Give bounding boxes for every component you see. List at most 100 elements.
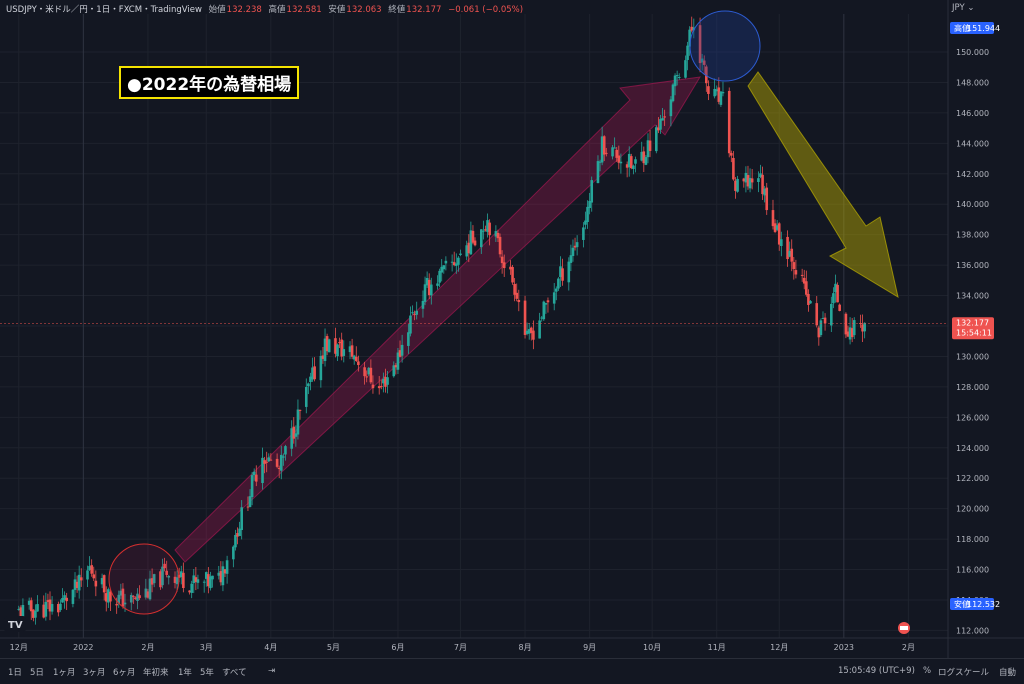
candle-body [152,574,156,584]
candle-body [763,188,766,196]
candle-body [482,230,485,232]
candle-body [486,220,489,232]
candle-body [684,60,687,78]
candle-body [500,256,504,264]
candle-body [325,336,329,352]
candle-body [194,577,198,582]
candle-body [392,365,396,377]
range-5y[interactable]: 5年 [200,668,214,678]
candle-body [786,236,789,260]
candle-body [100,578,104,585]
candle-body [844,313,848,335]
candle-body [542,301,546,320]
candle-body [582,227,585,240]
range-6m[interactable]: 6ヶ月 [113,668,136,678]
y-tick-label: 130.000 [956,352,989,361]
candle-body [557,278,560,289]
candle-body [236,533,239,537]
candle-body [46,600,50,602]
candle-body [765,187,769,211]
candle-body [238,528,241,537]
range-5d[interactable]: 5日 [30,668,44,678]
bottom-toolbar: 1日 5日 1ヶ月 3ヶ月 6ヶ月 年初来 1年 5年 すべて ⇥ 15:05:… [0,658,1024,684]
candle-body [421,300,425,309]
candle-body [817,327,821,338]
candle-body [773,223,777,232]
candle-body [852,320,856,336]
date-range-icon[interactable]: ⇥ [268,666,276,676]
candle-body [327,339,331,353]
candle-body [234,534,237,548]
y-tick-label: 138.000 [956,231,989,240]
range-1d[interactable]: 1日 [8,668,22,678]
candle-body [296,409,300,435]
annotation-title: ●2022年の為替相場 [119,66,300,99]
x-tick-label: 6月 [391,643,404,652]
clock-time[interactable]: 15:05:49 (UTC+9) [838,666,915,676]
event-flag-icon[interactable] [898,622,910,634]
candle-body [413,314,416,316]
y-tick-label: 140.000 [956,200,989,209]
candle-body [357,361,360,366]
candle-body [319,355,323,381]
range-1y[interactable]: 1年 [178,668,192,678]
candle-body [861,324,864,332]
candle-body [386,377,389,385]
candle-body [598,161,602,163]
y-tick-label: 146.000 [956,109,989,118]
low-badge-label: 安値 [954,599,970,609]
range-1m[interactable]: 1ヶ月 [53,668,76,678]
candle-body [163,563,166,569]
tradingview-logo[interactable]: TV [4,616,26,632]
auto-scale-toggle[interactable]: 自動 [999,668,1017,678]
symbol-title[interactable]: USDJPY・米ドル／円・1日・FXCM・TradingView [6,5,202,15]
candle-body [467,242,471,254]
y-tick-label: 134.000 [956,292,989,301]
x-tick-label: 12月 [770,643,788,652]
candle-body [371,384,375,389]
candle-body [211,575,214,580]
candle-body [702,60,706,65]
x-tick-label: 10月 [643,643,661,652]
percent-toggle[interactable]: % [923,666,932,676]
candle-body [552,292,556,304]
candle-body [115,604,118,606]
candle-body [275,458,279,467]
open-label: 始値 [208,5,226,15]
time-axis[interactable]: 12月 2022 2月 3月 4月 5月 6月 7月 8月 9月 10月 11月 12月 2023 2月 [0,637,1024,652]
candle-body [427,279,431,296]
candle-body [523,300,527,335]
candle-body [719,91,723,105]
chevron-down-icon: ⌄ [967,3,975,13]
candle-body [584,220,587,225]
range-3m[interactable]: 3ヶ月 [83,668,106,678]
range-all[interactable]: すべて [222,668,247,678]
candle-body [36,604,39,612]
y-tick-label: 116.000 [956,566,989,575]
x-tick-label: 2023 [834,643,854,652]
candle-body [173,576,177,583]
candle-body [61,597,64,603]
currency-selector[interactable]: JPY ⌄ [952,3,974,13]
candle-body [107,589,110,603]
candle-body [269,459,273,461]
x-tick-label: 2月 [902,643,915,652]
log-scale-toggle[interactable]: ログスケール [938,668,990,678]
candle-body [648,140,652,151]
candle-body [802,277,806,284]
candle-body [692,27,696,31]
candle-body [471,230,475,243]
candle-body [134,597,137,600]
candle-body [619,161,623,164]
candle-body [775,225,779,230]
candle-body [354,356,358,361]
candle-body [267,457,271,462]
candle-body [863,322,866,332]
candle-body [363,367,366,377]
candle-body [627,153,631,168]
candle-body [415,310,419,315]
candle-body [313,366,316,380]
candle-body [815,303,819,326]
range-ytd[interactable]: 年初来 [143,668,169,678]
